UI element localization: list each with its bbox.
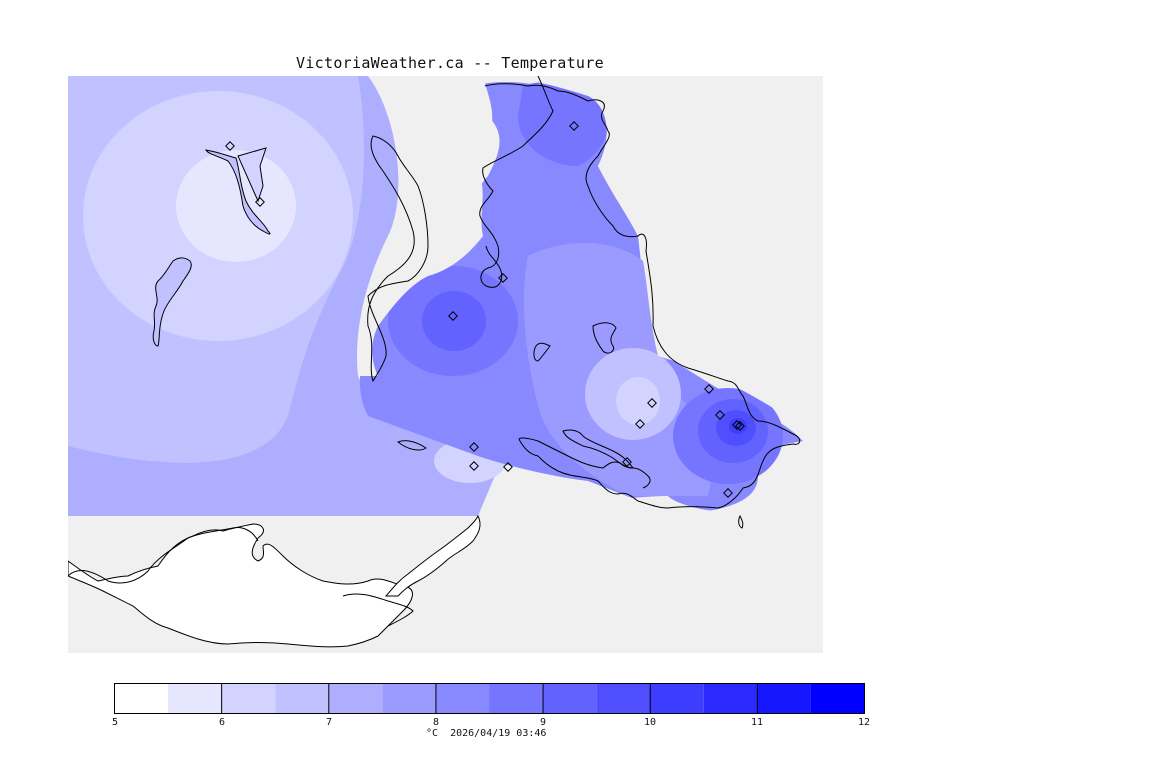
coastlines	[152, 76, 801, 529]
station-marker	[498, 273, 508, 283]
scale-tick-label: 12	[858, 717, 871, 728]
station-marker	[622, 457, 632, 467]
station-marker	[704, 384, 714, 394]
scale-cell	[489, 683, 544, 714]
station-marker	[448, 311, 458, 321]
scale-tick-label: 11	[751, 717, 764, 728]
station-marker	[647, 398, 657, 408]
station-marker	[735, 421, 745, 431]
scale-tick-label: 10	[644, 717, 657, 728]
station-marker	[635, 419, 645, 429]
scale-tick-label: 9	[540, 717, 547, 728]
station-marker	[715, 410, 725, 420]
station-marker	[225, 141, 235, 151]
scale-cell	[543, 683, 597, 714]
scale-caption: °C 2026/04/19 03:46	[426, 728, 547, 739]
scale-cell	[810, 683, 865, 714]
scale-tick-label: 5	[112, 717, 119, 728]
station-marker	[469, 442, 479, 452]
color-scale-bar	[114, 683, 865, 714]
map-title: VictoriaWeather.ca -- Temperature	[296, 54, 604, 72]
station-marker	[723, 488, 733, 498]
scale-cell	[221, 683, 276, 714]
station-marker	[255, 197, 265, 207]
scale-cell	[168, 683, 222, 714]
sea-areas	[358, 76, 823, 653]
southern-landmass	[68, 523, 414, 648]
scale-cell	[114, 683, 169, 714]
temperature-field-east	[359, 81, 803, 512]
scale-cell	[703, 683, 758, 714]
mainland-fringe	[384, 514, 481, 597]
scale-tick-label: 8	[433, 717, 440, 728]
station-markers	[225, 121, 745, 498]
temperature-map	[68, 76, 823, 653]
scale-cell	[275, 683, 329, 714]
station-marker	[469, 461, 479, 471]
scale-cell	[650, 683, 704, 714]
scale-cell	[328, 683, 383, 714]
station-marker	[503, 462, 513, 472]
station-marker	[569, 121, 579, 131]
scale-tick-label: 7	[326, 717, 333, 728]
scale-tick-label: 6	[219, 717, 226, 728]
scale-cell	[435, 683, 490, 714]
scale-cell	[382, 683, 436, 714]
scale-cell	[596, 683, 651, 714]
scale-cell	[757, 683, 811, 714]
